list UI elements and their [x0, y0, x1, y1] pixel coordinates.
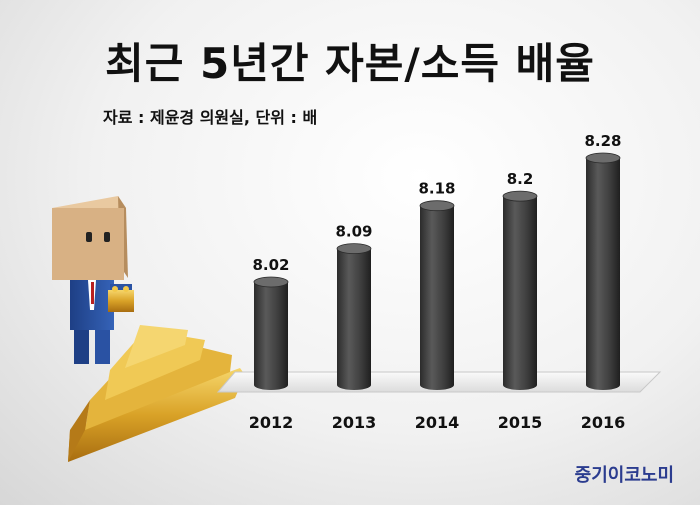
bar-group: 8.02 2012 8.09 2013 8.18 2014 8.2 2015 8.28 2016 [249, 132, 626, 432]
category-label-2013: 2013 [332, 413, 377, 432]
category-label-2012: 2012 [249, 413, 294, 432]
bar-2016 [586, 158, 620, 390]
bar-2014 [420, 205, 454, 390]
bar-cap-2012 [253, 276, 289, 288]
bar-2015 [503, 196, 537, 390]
chart-title: 최근 5년간 자본/소득 배율 [105, 39, 595, 88]
category-label-2014: 2014 [415, 413, 460, 432]
bar-2013 [337, 248, 371, 390]
value-label-2015: 8.2 [507, 170, 534, 188]
gold-blocks-illustration [68, 325, 245, 462]
value-label-2013: 8.09 [335, 223, 372, 241]
category-label-2015: 2015 [498, 413, 543, 432]
value-label-2014: 8.18 [418, 180, 455, 198]
boxhead-figure-illustration [52, 196, 134, 364]
brand-logo: 중기이코노미 [574, 465, 674, 486]
bar-cap-2015 [502, 190, 538, 202]
source-note: 자료 : 제윤경 의원실, 단위 : 배 [103, 108, 318, 127]
bar-cap-2014 [419, 200, 455, 212]
bar-2012 [254, 282, 288, 390]
category-label-2016: 2016 [581, 413, 626, 432]
value-label-2016: 8.28 [584, 132, 621, 150]
value-label-2012: 8.02 [252, 256, 289, 274]
bar-cap-2016 [585, 152, 621, 164]
bar-cap-2013 [336, 243, 372, 255]
